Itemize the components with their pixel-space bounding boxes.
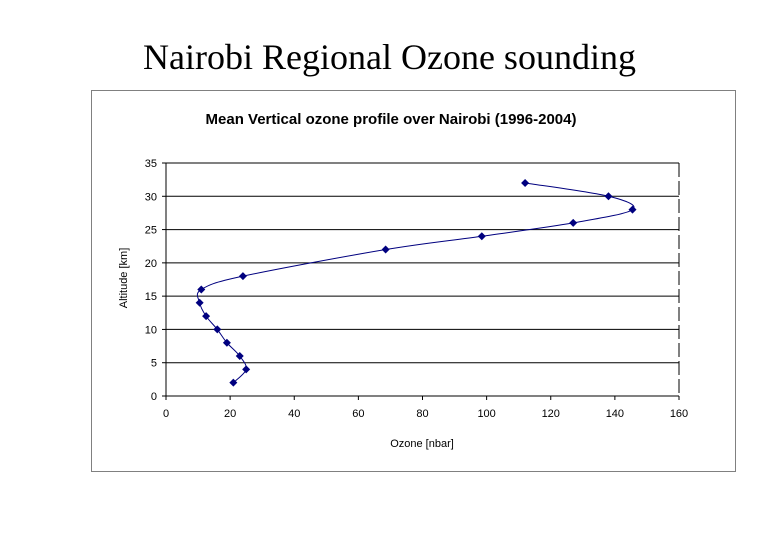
- data-point: [197, 285, 206, 294]
- data-point: [477, 232, 486, 241]
- y-tick-label: 15: [145, 291, 157, 303]
- x-axis-label: Ozone [nbar]: [390, 438, 454, 450]
- y-tick-label: 20: [145, 258, 157, 270]
- y-axis-label: Altitude [km]: [118, 248, 130, 309]
- x-tick-label: 160: [670, 408, 688, 420]
- series-line: [196, 182, 635, 384]
- data-point: [229, 378, 238, 387]
- data-point: [242, 365, 251, 374]
- y-tick-label: 35: [145, 158, 157, 170]
- x-tick-label: 20: [224, 408, 236, 420]
- x-tick-label: 80: [416, 408, 428, 420]
- data-point: [628, 205, 637, 214]
- data-point: [213, 325, 222, 334]
- axes: [162, 162, 680, 400]
- y-tick-label: 5: [151, 358, 157, 370]
- data-point: [235, 352, 244, 361]
- x-tick-label: 60: [352, 408, 364, 420]
- slide-title: Nairobi Regional Ozone sounding: [143, 37, 636, 77]
- series-layer: [195, 178, 637, 387]
- gridlines: [166, 162, 679, 364]
- x-tick-label: 120: [542, 408, 560, 420]
- x-tick-label: 140: [606, 408, 624, 420]
- data-point: [222, 338, 231, 347]
- ozone-profile-chart: Mean Vertical ozone profile over Nairobi…: [118, 111, 688, 450]
- tick-labels: 0 5 10 15 20 25 30 35 0 20 40 60 80 100 120 140 160: [145, 158, 688, 420]
- x-tick-label: 40: [288, 408, 300, 420]
- x-tick-label: 0: [163, 408, 169, 420]
- y-tick-label: 0: [151, 391, 157, 403]
- data-point: [202, 312, 211, 321]
- data-point: [238, 272, 247, 281]
- chart-title: Mean Vertical ozone profile over Nairobi…: [206, 111, 577, 128]
- data-point: [195, 298, 204, 307]
- y-tick-label: 10: [145, 324, 157, 336]
- y-tick-label: 30: [145, 191, 157, 203]
- data-point: [569, 218, 578, 227]
- data-point: [381, 245, 390, 254]
- data-point: [604, 192, 613, 201]
- chart-frame: Mean Vertical ozone profile over Nairobi…: [91, 90, 736, 472]
- data-point: [521, 178, 530, 187]
- y-tick-label: 25: [145, 225, 157, 237]
- x-tick-label: 100: [477, 408, 495, 420]
